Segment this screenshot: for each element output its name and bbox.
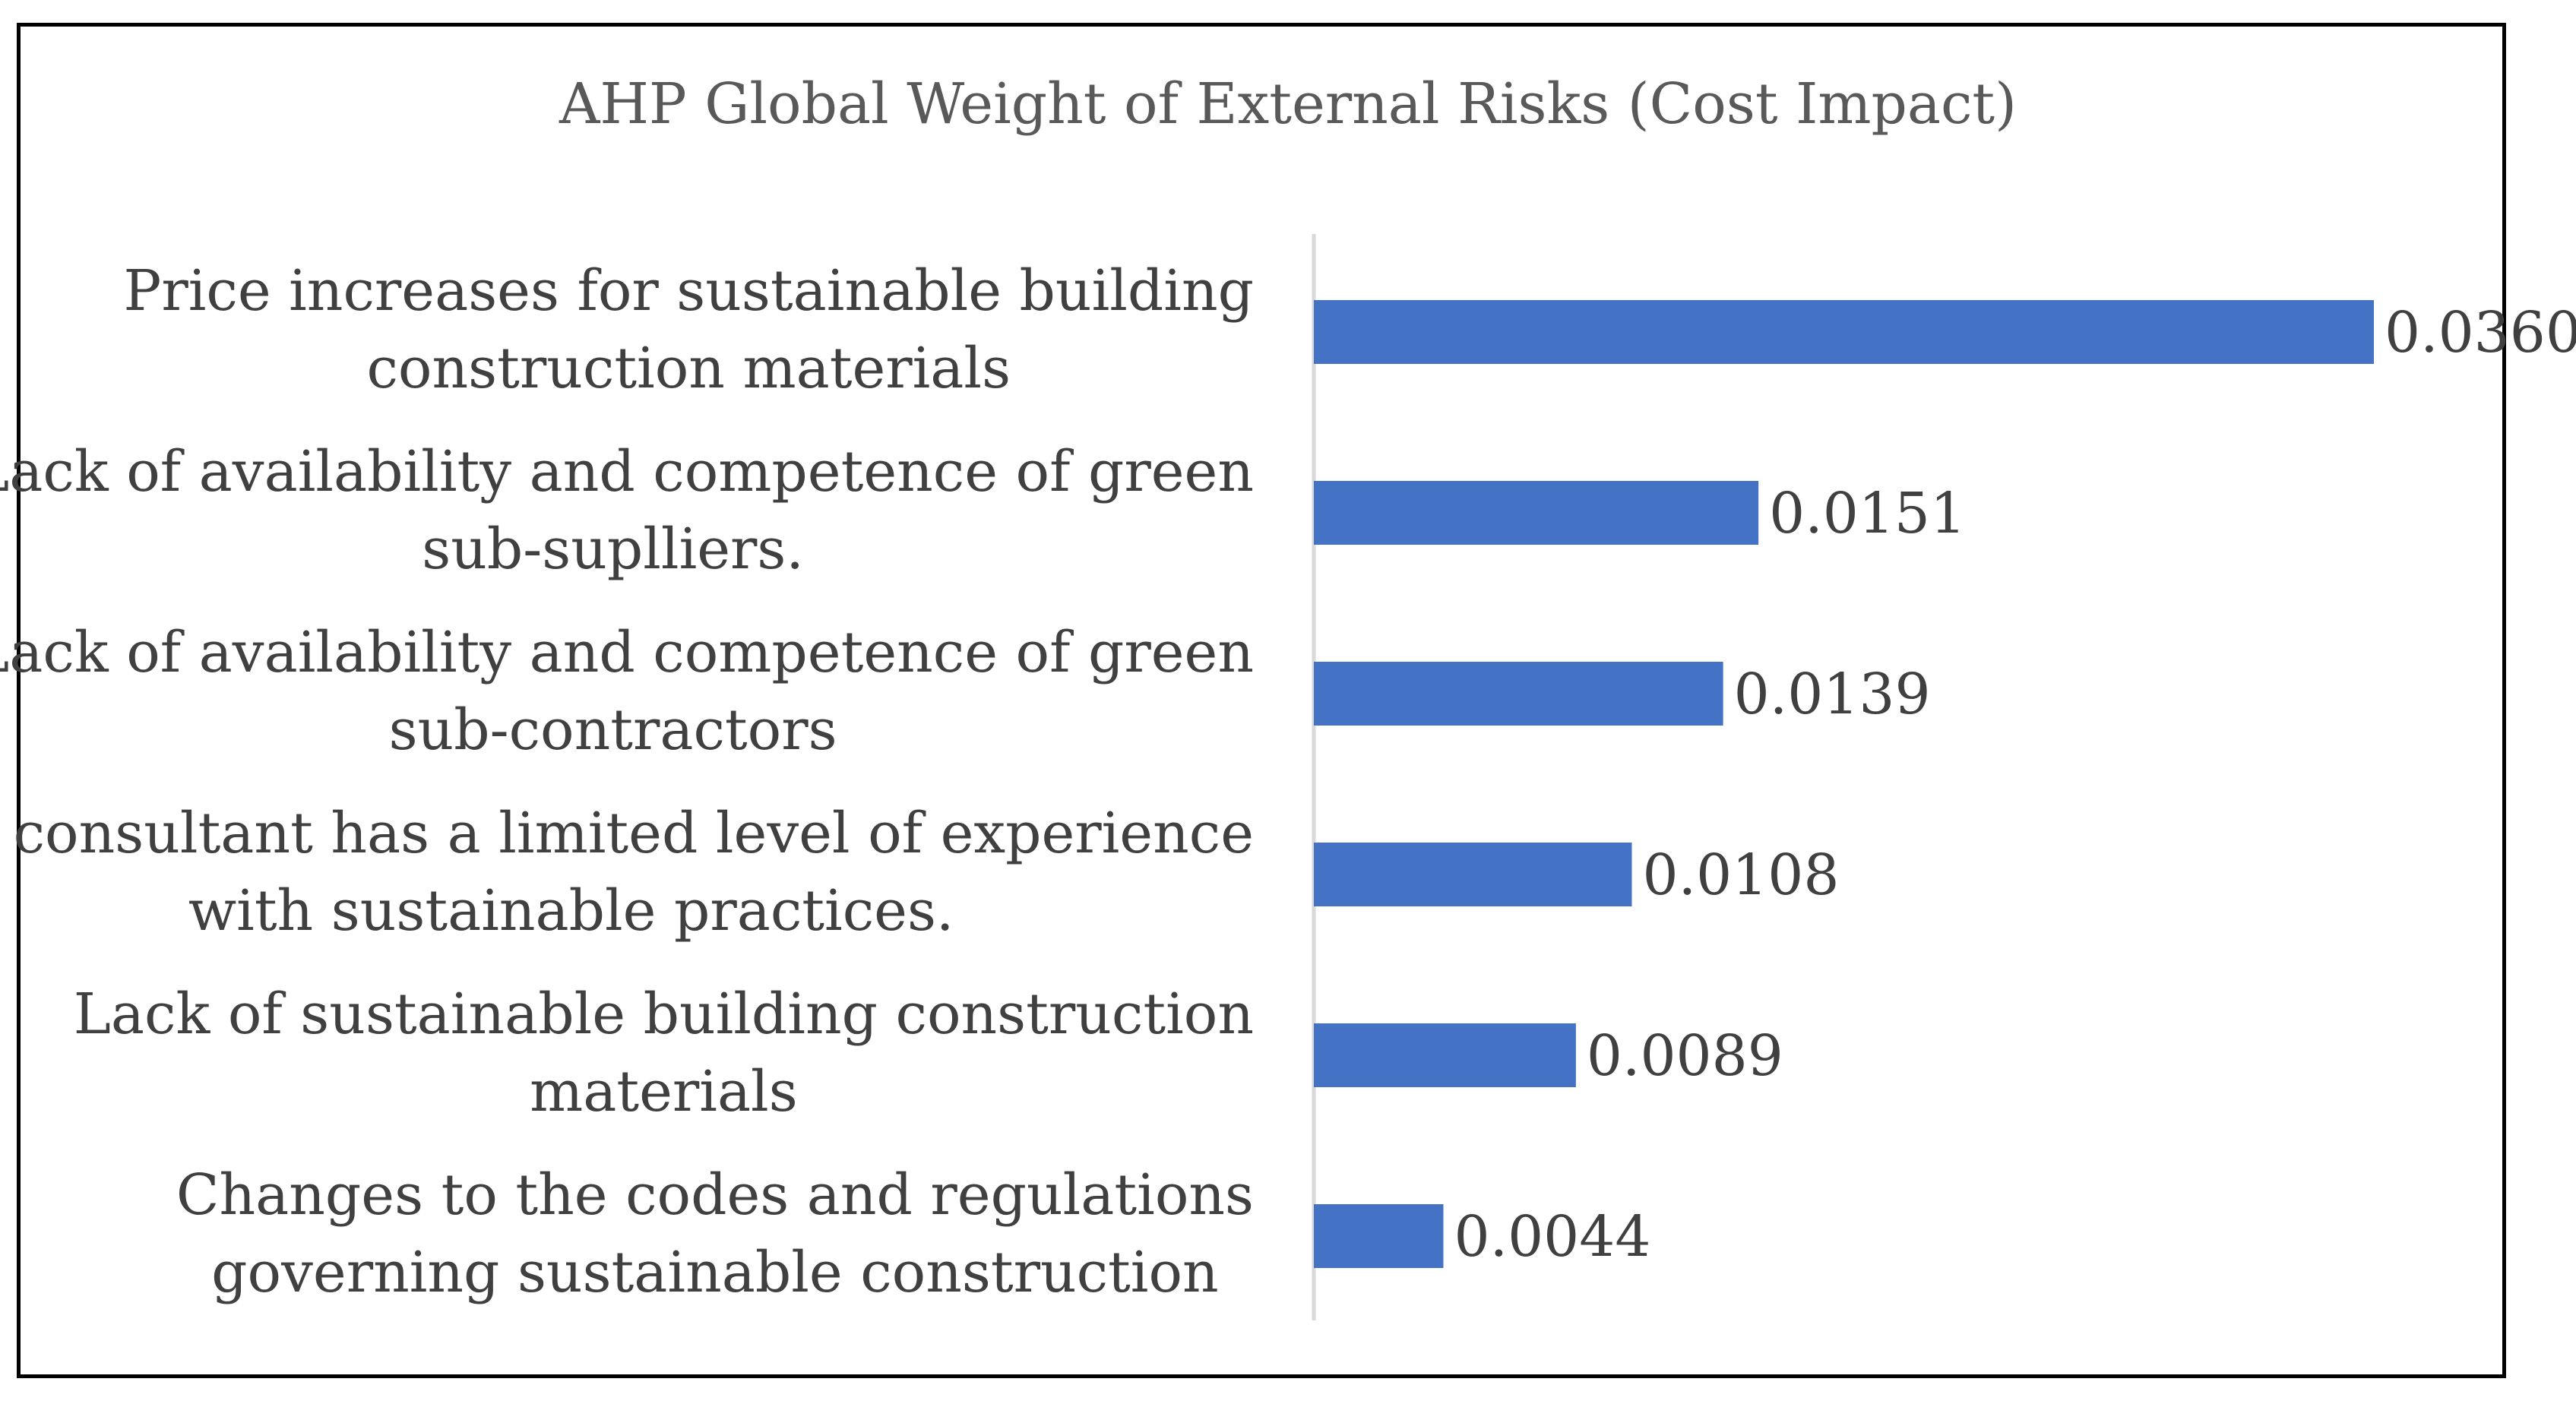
category-label-line: sub-contractors xyxy=(389,697,837,763)
bar-4 xyxy=(1314,843,1632,906)
data-label-5: 0.0089 xyxy=(1587,1023,1783,1089)
category-label-line: Changes to the codes and regulations xyxy=(176,1162,1254,1228)
chart-frame xyxy=(17,23,2506,1378)
category-label-line: construction materials xyxy=(366,336,1011,401)
category-label-2: Lack of availability and competence of g… xyxy=(0,439,1254,582)
data-label-1: 0.0360 xyxy=(2385,300,2576,365)
category-label-3: Lack of availability and competence of g… xyxy=(0,620,1254,763)
category-label-line: Lack of sustainable building constructio… xyxy=(74,982,1254,1047)
category-label-line: Lack of availability and competence of g… xyxy=(0,620,1254,685)
category-label-5: Lack of sustainable building constructio… xyxy=(74,982,1254,1124)
category-label-4: The consultant has a limited level of ex… xyxy=(0,801,1254,944)
bar-6 xyxy=(1314,1204,1444,1268)
category-label-line: The consultant has a limited level of ex… xyxy=(0,801,1254,866)
category-label-line: sub-suplliers. xyxy=(422,517,804,582)
bar-5 xyxy=(1314,1023,1576,1087)
chart-title: AHP Global Weight of External Risks (Cos… xyxy=(559,71,2017,137)
bar-3 xyxy=(1314,662,1723,726)
category-label-1: Price increases for sustainable building… xyxy=(124,258,1254,401)
category-label-line: with sustainable practices. xyxy=(188,878,954,944)
data-label-6: 0.0044 xyxy=(1454,1204,1651,1270)
bar-1 xyxy=(1314,300,2374,364)
category-label-line: Lack of availability and competence of g… xyxy=(0,439,1254,504)
category-label-6: Changes to the codes and regulations gove… xyxy=(176,1162,1254,1305)
data-label-2: 0.0151 xyxy=(1769,481,1966,546)
data-label-4: 0.0108 xyxy=(1643,843,1840,908)
data-label-3: 0.0139 xyxy=(1734,662,1931,727)
category-label-line: materials xyxy=(530,1059,798,1124)
category-label-line: Price increases for sustainable building xyxy=(124,258,1254,324)
category-label-line: governing sustainable construction xyxy=(211,1240,1219,1305)
bar-2 xyxy=(1314,481,1759,545)
